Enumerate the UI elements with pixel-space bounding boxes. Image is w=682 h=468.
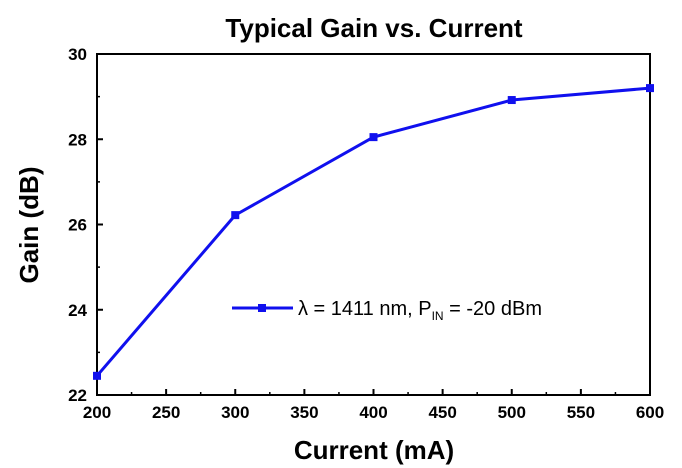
data-point xyxy=(93,371,101,380)
y-tick-label: 28 xyxy=(68,130,87,149)
legend: λ = 1411 nm, PIN = -20 dBm xyxy=(232,298,542,323)
x-tick-label: 600 xyxy=(636,403,664,422)
x-tick-label: 200 xyxy=(83,403,111,422)
data-point xyxy=(646,84,654,93)
data-point xyxy=(231,211,240,220)
x-tick-label: 500 xyxy=(498,403,526,422)
x-tick-label: 400 xyxy=(359,403,387,422)
legend-marker-square xyxy=(258,304,266,312)
x-tick-label: 450 xyxy=(428,403,456,422)
series-line xyxy=(95,86,651,377)
legend-label-tail: = -20 dBm xyxy=(444,298,542,320)
legend-label-main: λ = 1411 nm, P xyxy=(298,298,432,320)
x-tick-label: 550 xyxy=(567,403,595,422)
data-point xyxy=(507,96,516,105)
x-tick-label: 300 xyxy=(221,403,249,422)
y-axis-ticks: 22 24 26 28 30 xyxy=(68,45,103,405)
data-point xyxy=(369,133,378,142)
legend-label-subscript: IN xyxy=(432,309,444,323)
x-axis-label: Current (mA) xyxy=(294,435,454,465)
plot-border xyxy=(96,53,651,396)
legend-label: λ = 1411 nm, PIN = -20 dBm xyxy=(298,298,542,323)
plot-frame xyxy=(96,53,651,396)
y-tick-label: 24 xyxy=(68,301,87,320)
y-axis-label: Gain (dB) xyxy=(14,167,44,284)
chart-title: Typical Gain vs. Current xyxy=(225,13,523,43)
y-tick-label: 30 xyxy=(68,45,87,64)
y-tick-label: 22 xyxy=(68,386,87,405)
y-tick-label: 26 xyxy=(68,216,87,235)
x-tick-label: 250 xyxy=(152,403,180,422)
x-axis-ticks: 200 250 300 350 400 450 500 550 600 xyxy=(83,389,664,422)
series-layer xyxy=(93,84,654,380)
x-tick-label: 350 xyxy=(290,403,318,422)
